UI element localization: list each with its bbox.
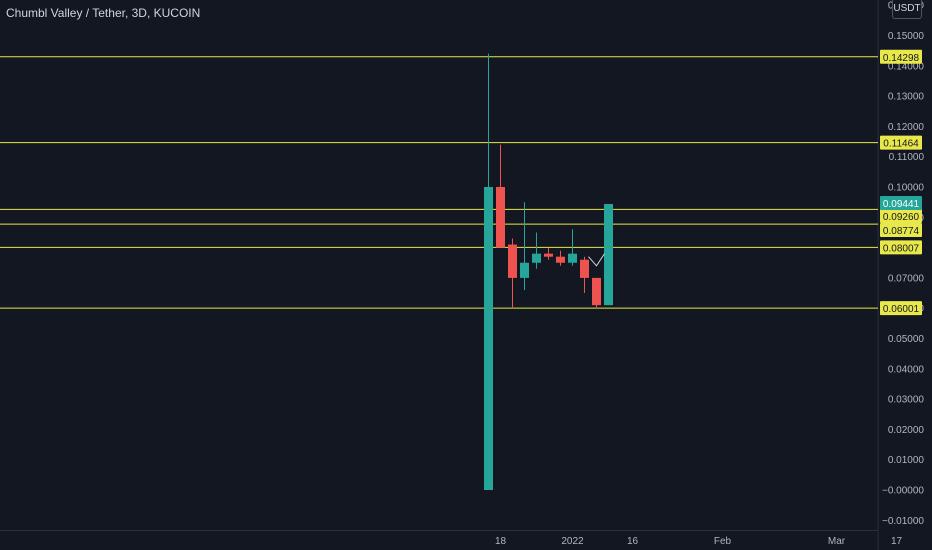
y-tick-label: 0.11000 [889, 152, 925, 163]
candle-body[interactable] [568, 253, 577, 263]
y-tick-label: 0.01000 [888, 455, 925, 466]
price-level-tag[interactable] [880, 223, 922, 237]
candle-body[interactable] [580, 259, 589, 278]
price-level-tag-label: 0.09260 [883, 212, 920, 223]
price-level-tag-label: 0.06001 [883, 304, 920, 315]
candle-body[interactable] [520, 262, 529, 278]
y-tick-label: −0.01000 [882, 516, 924, 527]
x-tick-label: Feb [714, 536, 732, 547]
y-tick-label: 0.02000 [888, 425, 925, 436]
price-level-tag[interactable] [880, 135, 922, 150]
y-tick-label: 0.14000 [888, 61, 925, 72]
last-price-tag[interactable] [880, 196, 922, 210]
y-tick-label: 0.15000 [888, 31, 925, 42]
last-price-label: 0.09441 [883, 199, 920, 210]
candle-body[interactable] [532, 253, 541, 263]
price-level-tag[interactable] [880, 209, 922, 223]
price-axis[interactable] [878, 0, 932, 550]
x-tick-label: 18 [495, 536, 507, 547]
candle-body[interactable] [496, 187, 505, 248]
price-level-tag-label: 0.11464 [883, 139, 919, 150]
price-level-tag[interactable] [880, 301, 922, 316]
candle-body[interactable] [592, 277, 601, 306]
price-level-tag-label: 0.08774 [883, 226, 920, 237]
y-tick-label: 0.10000 [888, 183, 925, 194]
price-level-tag-label: 0.08007 [883, 243, 920, 254]
x-tick-label: 16 [627, 536, 639, 547]
symbol-title: Chumbl Valley / Tether, 3D, KUCOIN [6, 6, 201, 20]
price-level-tag[interactable] [880, 49, 922, 64]
candle-body[interactable] [544, 253, 553, 257]
currency-label[interactable]: USDT [892, 0, 922, 19]
y-tick-label: 0.03000 [888, 395, 925, 406]
x-tick-label: 2022 [561, 536, 584, 547]
y-tick-label: 0.13000 [888, 92, 925, 103]
candle-body[interactable] [604, 203, 613, 306]
candle-body[interactable] [556, 256, 565, 263]
price-level-tag[interactable] [880, 240, 922, 255]
x-tick-label: 17 [891, 536, 903, 547]
price-level-tag-label: 0.14298 [883, 53, 920, 64]
y-tick-label: 0.07000 [888, 273, 925, 284]
candle-body[interactable] [508, 244, 517, 278]
price-path-line [588, 253, 605, 267]
y-tick-label: 0.04000 [888, 364, 925, 375]
y-tick-label: 0.12000 [888, 122, 925, 133]
candle-body[interactable] [484, 187, 493, 490]
y-tick-label: 0.05000 [888, 334, 925, 345]
x-tick-label: Mar [828, 536, 846, 547]
y-tick-label: −0.00000 [882, 486, 924, 497]
